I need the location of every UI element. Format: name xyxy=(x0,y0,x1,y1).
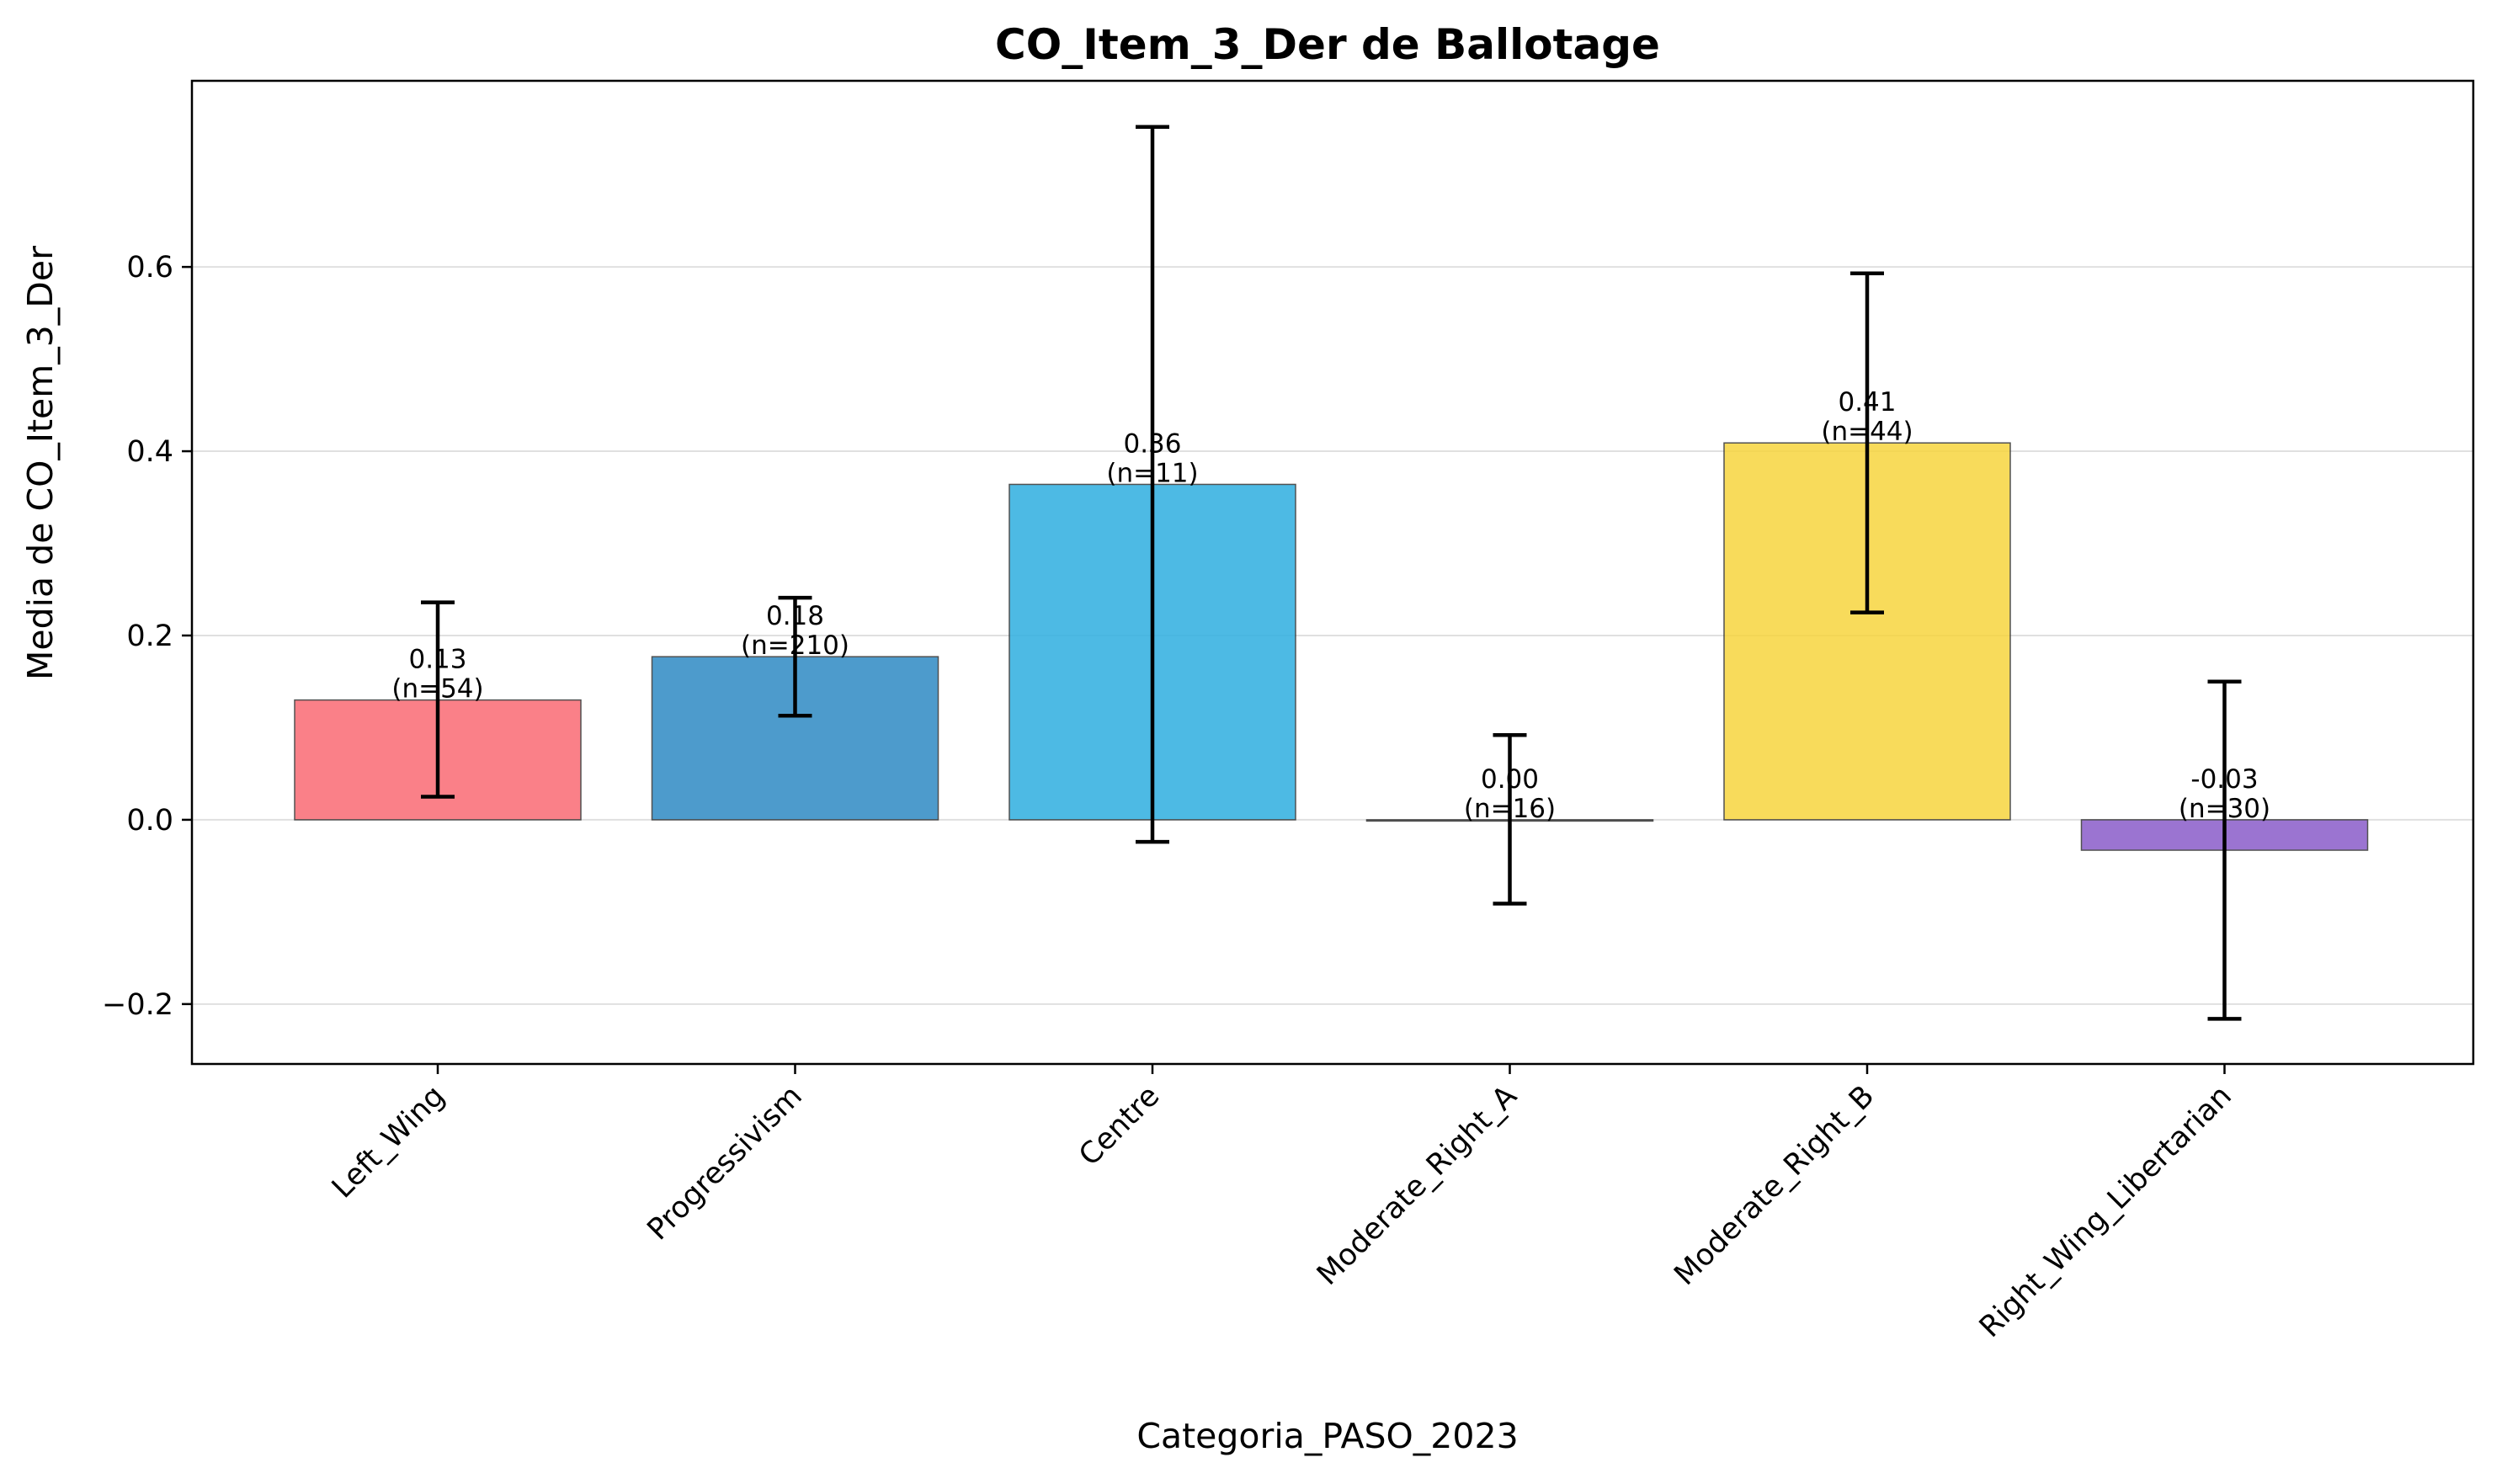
value-label: 0.13 xyxy=(408,645,466,675)
bar-progressivism xyxy=(651,656,939,821)
n-label: (n=44) xyxy=(1821,417,1913,447)
value-label: 0.36 xyxy=(1123,428,1181,459)
value-label: 0.00 xyxy=(1481,764,1539,795)
x-tick-label: Left_Wing xyxy=(326,1079,451,1205)
value-label: 0.41 xyxy=(1838,387,1896,418)
y-tick-label: 0.0 xyxy=(126,804,173,838)
x-tick-label: Right_Wing_Libertarian xyxy=(1973,1079,2238,1344)
x-axis-ticks: Left_Wing Progressivism Centre Moderate_Rig… xyxy=(326,1064,2238,1344)
bars xyxy=(294,442,2369,851)
plot-frame xyxy=(190,79,2475,1066)
grid-lines xyxy=(192,266,2473,1005)
error-bars xyxy=(421,125,2242,1021)
x-tick-label: Moderate_Right_A xyxy=(1311,1079,1524,1292)
y-tick-label: 0.4 xyxy=(126,435,173,469)
x-tick-label: Progressivism xyxy=(641,1079,809,1247)
chart-title: CO_Item_3_Der de Ballotage xyxy=(995,20,1660,69)
n-label: (n=210) xyxy=(741,630,849,661)
y-tick-label: 0.2 xyxy=(126,620,173,653)
x-tick-label: Centre xyxy=(1072,1079,1166,1173)
n-label: (n=54) xyxy=(391,674,483,705)
y-tick-label: −0.2 xyxy=(102,988,173,1022)
value-label: 0.18 xyxy=(766,601,824,631)
n-label: (n=16) xyxy=(1464,794,1556,824)
y-axis-label: Media de CO_Item_3_Der xyxy=(20,246,61,680)
y-tick-label: 0.6 xyxy=(126,251,173,285)
x-axis-label: Categoria_PASO_2023 xyxy=(1136,1416,1518,1456)
n-label: (n=30) xyxy=(2179,794,2270,824)
x-tick-label: Moderate_Right_B xyxy=(1668,1079,1881,1292)
y-axis-ticks: −0.2 0.0 0.2 0.4 0.6 xyxy=(102,251,192,1022)
n-label: (n=11) xyxy=(1106,458,1198,488)
value-label: -0.03 xyxy=(2190,764,2258,795)
data-labels: 0.13(n=54) 0.18(n=210) 0.36(n=11) 0.00(n=16… xyxy=(391,387,2270,824)
